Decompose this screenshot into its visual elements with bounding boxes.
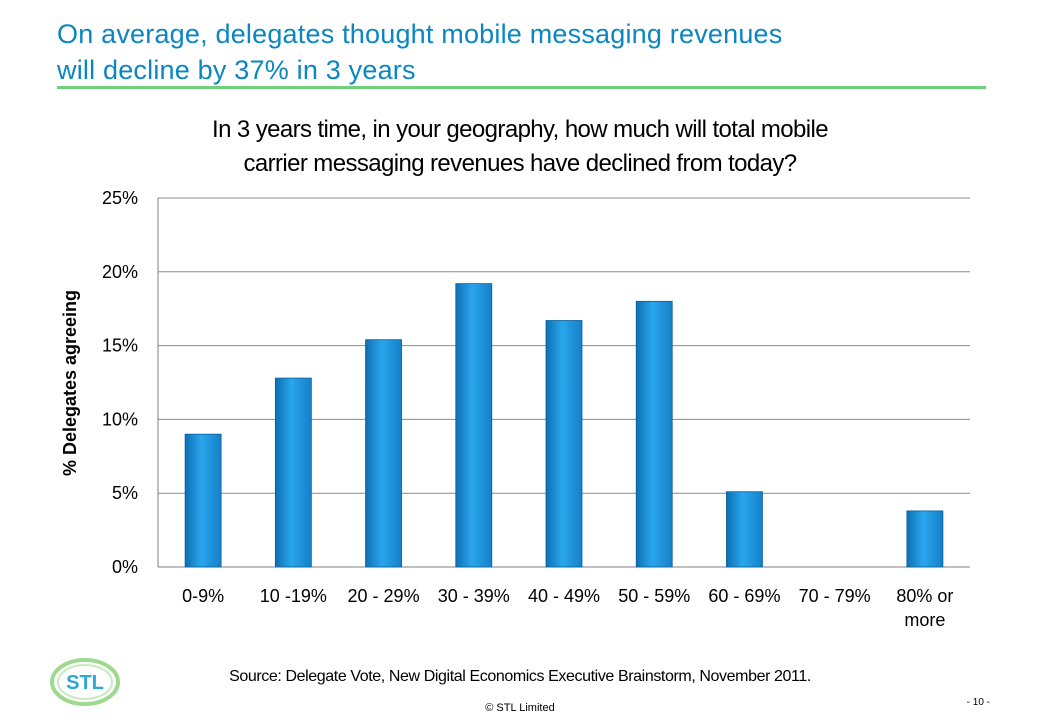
- copyright-notice: © STL Limited: [485, 702, 555, 714]
- bar: [635, 300, 673, 568]
- chart-title-line-2: carrier messaging revenues have declined…: [243, 150, 797, 177]
- x-tick-label: 60 - 69%: [708, 586, 780, 606]
- x-tick-label: more: [904, 610, 945, 630]
- y-tick-label: 0%: [112, 557, 138, 577]
- y-tick-label: 20%: [102, 262, 138, 282]
- bar: [906, 510, 944, 568]
- x-tick-label: 10 -19%: [260, 586, 327, 606]
- bar: [184, 433, 222, 568]
- x-tick-label: 50 - 59%: [618, 586, 690, 606]
- source-note: Source: Delegate Vote, New Digital Econo…: [229, 668, 811, 685]
- bar: [545, 320, 583, 568]
- bars: [184, 283, 944, 568]
- bar: [274, 377, 312, 568]
- y-axis-ticks: 0% 5% 10% 15% 20% 25%: [102, 188, 138, 577]
- x-tick-label: 80% or: [896, 586, 953, 606]
- x-tick-label: 40 - 49%: [528, 586, 600, 606]
- slide-title: On average, delegates thought mobile mes…: [57, 16, 987, 88]
- x-tick-label: 0-9%: [182, 586, 224, 606]
- bar: [455, 283, 493, 568]
- title-divider: [57, 86, 986, 89]
- logo-text: STL: [66, 672, 104, 694]
- x-tick-label: 70 - 79%: [799, 586, 871, 606]
- y-tick-label: 25%: [102, 188, 138, 208]
- logo-swoosh-inner: [57, 664, 113, 700]
- y-tick-label: 10%: [102, 409, 138, 429]
- y-tick-label: 5%: [112, 483, 138, 503]
- bar: [726, 491, 763, 568]
- page-number: - 10 -: [966, 697, 990, 708]
- slide-title-line-2: will decline by 37% in 3 years: [57, 55, 416, 85]
- bar: [365, 339, 402, 568]
- x-tick-label: 30 - 39%: [438, 586, 510, 606]
- y-axis-label: % Delegates agreeing: [60, 290, 80, 476]
- stl-logo: STL: [48, 656, 122, 708]
- x-axis-ticks: 0-9% 10 -19% 20 - 29% 30 - 39% 40 - 49% 50 - …: [182, 586, 953, 630]
- chart-title-line-1: In 3 years time, in your geography, how …: [212, 116, 829, 143]
- chart-title: In 3 years time, in your geography, how …: [140, 113, 900, 181]
- x-tick-label: 20 - 29%: [348, 586, 420, 606]
- slide-title-line-1: On average, delegates thought mobile mes…: [57, 19, 783, 49]
- y-tick-label: 15%: [102, 336, 138, 356]
- logo-swoosh-outer: [50, 658, 120, 706]
